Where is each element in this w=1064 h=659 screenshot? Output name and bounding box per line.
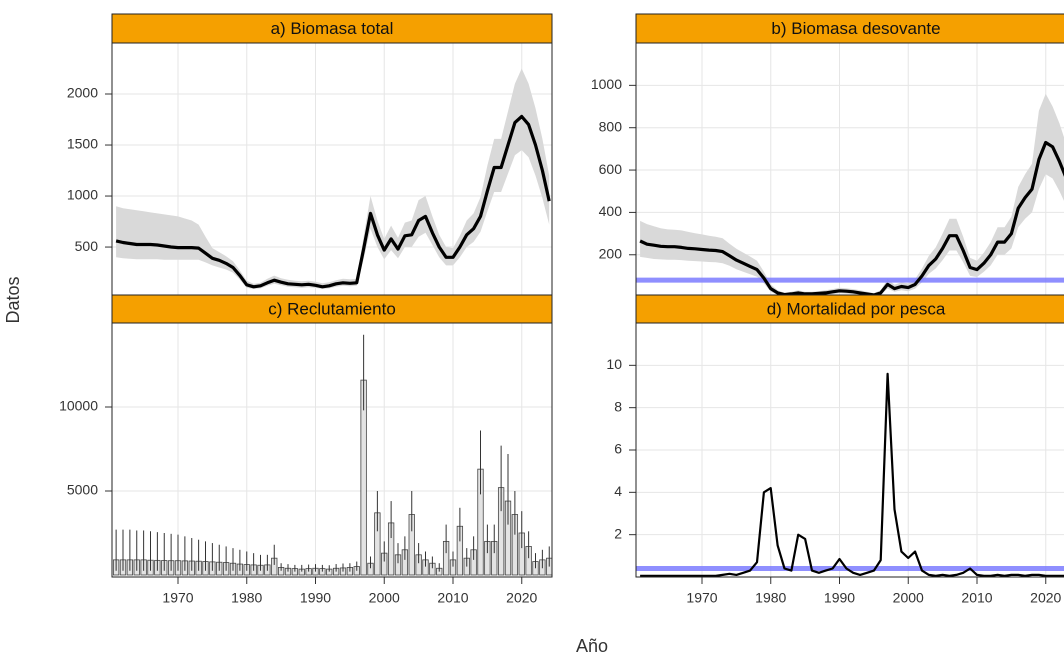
strip [635, 294, 1064, 324]
y-tick-label: 6 [614, 441, 622, 457]
x-tick-label: 2010 [961, 590, 992, 606]
panel: 5000 10000 1970 1980 1990 2000 2010 2020 c) Recl… [59, 294, 553, 606]
x-tick-label: 2000 [369, 590, 400, 606]
x-tick-label: 1990 [300, 590, 331, 606]
y-tick-label: 200 [599, 245, 623, 261]
y-tick-label: 600 [599, 161, 623, 177]
strip-title: d) Mortalidad por pesca [767, 299, 946, 318]
x-tick-label: 1970 [162, 590, 193, 606]
panel: 200 400 600 800 1000 b) Biomasa desovante [591, 13, 1064, 297]
y-tick-label: 10 [606, 356, 622, 372]
y-tick-label: 500 [75, 238, 99, 254]
y-tick-label: 1000 [67, 187, 98, 203]
y-tick-label: 800 [599, 118, 623, 134]
y-tick-label: 1500 [67, 136, 98, 152]
series-line [640, 372, 1064, 577]
strip [111, 13, 553, 44]
series-line [639, 140, 1064, 297]
x-tick-label: 1970 [686, 590, 717, 606]
x-tick-label: 1980 [231, 590, 262, 606]
panel: 2 4 6 8 10 1970 1980 1990 2000 2010 2020 d) Mortali… [606, 294, 1064, 606]
strip-title: c) Reclutamiento [268, 299, 396, 318]
x-tick-label: 2020 [506, 590, 537, 606]
x-tick-label: 2010 [437, 590, 468, 606]
strip-title: b) Biomasa desovante [771, 19, 940, 38]
strip [111, 294, 553, 324]
y-tick-label: 400 [599, 203, 623, 219]
strip [635, 13, 1064, 44]
x-tick-label: 1990 [824, 590, 855, 606]
x-tick-label: 2020 [1030, 590, 1061, 606]
y-tick-label: 8 [614, 398, 622, 414]
uncertainty-band [640, 93, 1064, 297]
y-tick-label: 4 [614, 483, 622, 499]
x-tick-label: 1980 [755, 590, 786, 606]
uncertainty-band [116, 68, 550, 289]
x-axis-title: Año [576, 636, 608, 656]
y-tick-label: 2 [614, 525, 622, 541]
y-tick-label: 10000 [59, 398, 98, 414]
y-tick-label: 5000 [67, 482, 98, 498]
series-line [115, 114, 551, 289]
y-tick-label: 2000 [67, 85, 98, 101]
y-axis-title: Datos [3, 276, 23, 323]
strip-title: a) Biomasa total [271, 19, 394, 38]
y-tick-label: 1000 [591, 76, 622, 92]
panel: 500 1000 1500 2000 a) Biomasa total [67, 13, 553, 296]
x-tick-label: 2000 [893, 590, 924, 606]
